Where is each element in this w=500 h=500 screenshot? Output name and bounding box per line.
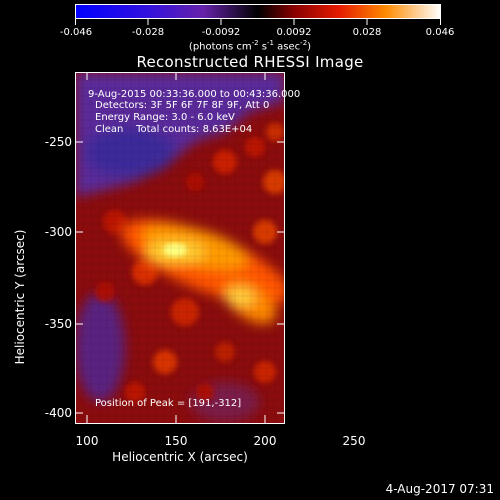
y-tick-label: -300 [44,225,72,239]
colorbar-units: (photons cm-2 s-1 asec-2) [188,39,312,53]
time-range: 9-Aug-2015 00:33:36.000 to 00:43:36.000 [88,89,301,100]
y-tick-label: -400 [44,406,72,420]
clean-counts-info: Clean Total counts: 8.63E+04 [95,124,253,135]
colorbar-tick: 0.0092 [276,27,312,38]
footer-date: 4-Aug-2017 07:31 [385,482,494,496]
colorbar [75,4,441,25]
detectors-info: Detectors: 3F 5F 6F 7F 8F 9F, Att 0 [95,100,270,111]
x-tick-label: 150 [164,434,188,448]
x-tick-label: 250 [342,434,366,448]
x-axis-label: Heliocentric X (arcsec) [112,450,248,464]
y-tick-label: -250 [44,135,72,149]
colorbar-tick: -0.046 [59,27,93,38]
colorbar-tick: -0.028 [131,27,165,38]
energy-range-info: Energy Range: 3.0 - 6.0 keV [95,112,235,123]
y-axis-label: Heliocentric Y (arcsec) [13,229,27,365]
colorbar-tick: 0.046 [425,27,455,38]
x-tick-label: 200 [253,434,277,448]
peak-position: Position of Peak = [191,-312] [95,398,242,409]
y-tick-label: -350 [44,317,72,331]
colorbar-tick: 0.028 [352,27,382,38]
rhessi-image [75,72,285,424]
colorbar-tick: -0.0092 [201,27,241,38]
x-tick-label: 100 [75,434,99,448]
image-title: Reconstructed RHESSI Image [136,53,364,71]
